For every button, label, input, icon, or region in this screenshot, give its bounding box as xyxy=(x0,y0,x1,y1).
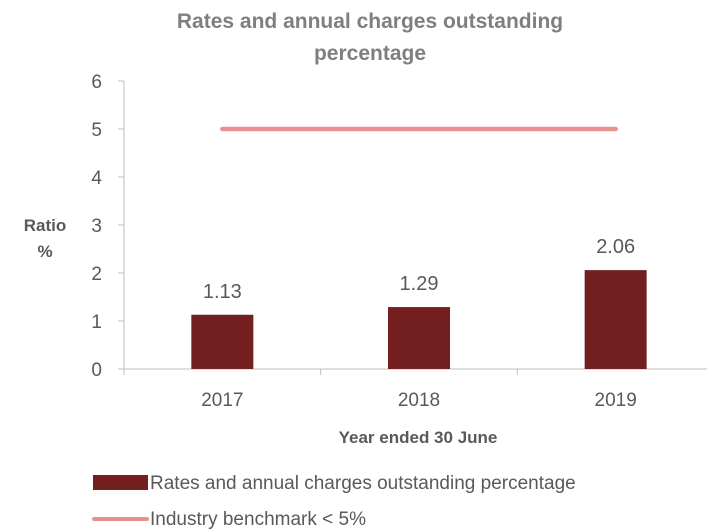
y-tick-label: 1 xyxy=(91,312,102,333)
chart-title-line-2: percentage xyxy=(314,42,426,65)
bar-data-label: 1.13 xyxy=(203,281,242,303)
y-axis-label-line-2: % xyxy=(37,242,52,261)
y-tick-label: 6 xyxy=(91,72,102,93)
y-tick-label: 2 xyxy=(91,264,102,285)
x-tick-label: 2019 xyxy=(595,390,637,411)
bar-data-label: 1.29 xyxy=(400,273,439,295)
x-axis: 2017 2018 2019 xyxy=(123,368,707,411)
y-tick-label: 4 xyxy=(91,168,102,189)
x-axis-label: Year ended 30 June xyxy=(339,428,498,447)
bar xyxy=(191,314,254,369)
bar xyxy=(388,307,450,369)
bar xyxy=(584,270,647,369)
y-axis-label: Ratio % xyxy=(24,216,67,261)
legend-line-label: Industry benchmark < 5% xyxy=(150,509,366,530)
y-tick-label: 5 xyxy=(91,120,102,141)
bar-series: 1.13 1.29 2.06 xyxy=(191,236,647,369)
y-axis: 0 1 2 3 4 5 6 xyxy=(91,72,125,381)
legend-bar-label: Rates and annual charges outstanding per… xyxy=(150,473,576,494)
x-tick-label: 2018 xyxy=(398,390,440,411)
x-tick-label: 2017 xyxy=(201,390,243,411)
legend: Rates and annual charges outstanding per… xyxy=(92,473,576,530)
y-axis-label-line-1: Ratio xyxy=(24,216,67,235)
y-tick-label: 0 xyxy=(91,360,102,381)
legend-bar-swatch xyxy=(93,475,148,490)
y-tick-label: 3 xyxy=(91,216,102,237)
chart-title-line-1: Rates and annual charges outstanding xyxy=(177,10,563,33)
bar-data-label: 2.06 xyxy=(596,236,635,258)
